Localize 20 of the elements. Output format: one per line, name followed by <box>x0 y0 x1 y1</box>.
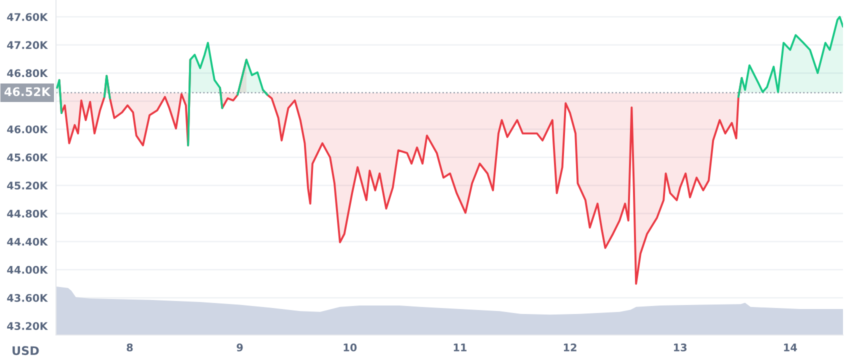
x-tick-label: 13 <box>674 344 687 352</box>
y-tick-label: 45.60K <box>7 154 48 162</box>
y-tick-label: 45.20K <box>7 182 48 190</box>
y-tick-label: 44.40K <box>7 238 48 246</box>
y-tick-label: 47.60K <box>7 13 48 21</box>
ref-line-label: 46.52K <box>4 87 51 96</box>
x-tick-label: 8 <box>126 344 133 352</box>
y-tick-label: 44.80K <box>7 210 48 218</box>
y-tick-label: 47.20K <box>7 41 48 50</box>
x-tick-label: 10 <box>344 344 357 352</box>
y-tick-label: 46.80K <box>7 69 48 78</box>
y-tick-label: 43.60K <box>7 294 48 302</box>
x-tick-label: 11 <box>454 344 466 352</box>
y-tick-label: 46.00K <box>7 125 48 134</box>
y-tick-label: 43.20K <box>7 322 48 330</box>
y-tick-label: 44.00K <box>7 266 48 274</box>
x-tick-label: 9 <box>236 344 243 352</box>
x-tick-label: 12 <box>564 344 576 352</box>
x-tick-label: 14 <box>784 344 797 352</box>
y-axis-title: USD <box>12 346 39 356</box>
